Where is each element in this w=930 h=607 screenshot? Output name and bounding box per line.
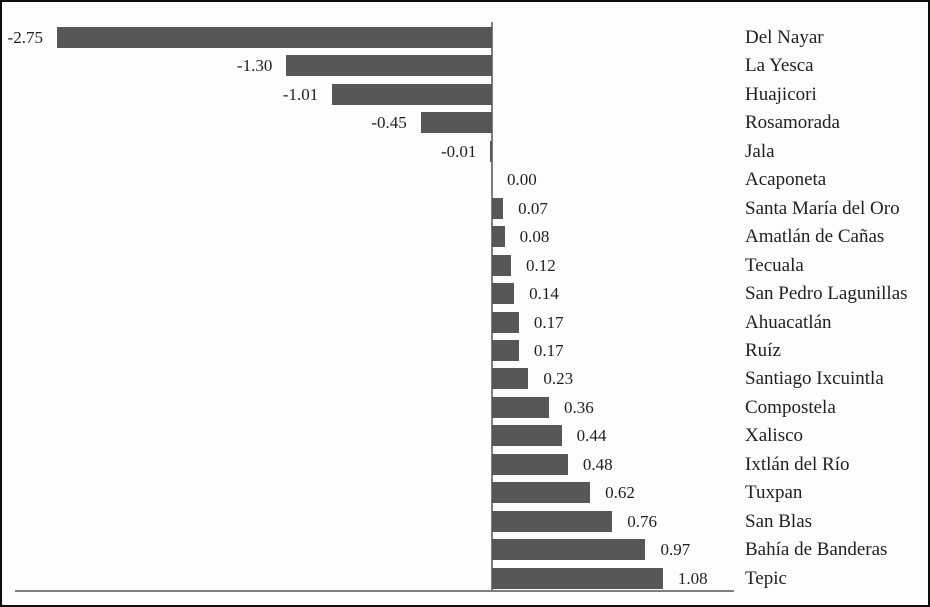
bar-1: [286, 55, 492, 77]
category-label: Tuxpan: [745, 482, 803, 504]
bar-16: [492, 482, 591, 504]
value-label: 0.62: [605, 483, 635, 503]
category-label: San Pedro Lagunillas: [745, 283, 908, 305]
value-label: 0.23: [543, 369, 574, 389]
category-label: Rosamorada: [745, 112, 840, 134]
bar-8: [492, 254, 511, 276]
bar-9: [492, 283, 515, 305]
bar-10: [492, 311, 519, 333]
category-label: Ahuacatlán: [745, 311, 832, 333]
bar-17: [492, 510, 613, 532]
zero-axis-line: [491, 22, 493, 590]
value-label: -1.30: [236, 56, 273, 76]
bar-2: [332, 83, 492, 105]
value-label: 0.17: [533, 340, 564, 360]
value-label: 0.00: [507, 170, 537, 190]
bar-6: [492, 197, 504, 219]
bar-3: [420, 112, 492, 134]
value-label: 0.12: [525, 255, 556, 275]
value-label: -2.75: [7, 28, 43, 47]
bar-7: [492, 226, 505, 248]
value-label: -0.01: [441, 141, 477, 161]
bar-11: [492, 339, 519, 361]
value-label: 0.76: [627, 511, 657, 531]
value-label: 0.08: [519, 227, 550, 247]
category-label: Amatlán de Cañas: [745, 226, 885, 248]
x-axis-line: [15, 590, 734, 592]
bar-19: [492, 567, 663, 589]
value-label: 0.44: [576, 426, 607, 446]
value-label: 0.97: [660, 540, 691, 560]
category-label: Xalisco: [745, 425, 804, 447]
value-label: 0.48: [582, 454, 613, 474]
category-label: Acaponeta: [745, 169, 827, 191]
bar-13: [492, 396, 549, 418]
bar-14: [492, 425, 562, 447]
value-label: -0.45: [371, 113, 407, 133]
category-label: Santa María del Oro: [745, 197, 900, 219]
value-label: 0.17: [533, 312, 564, 332]
bar-4: [490, 140, 492, 162]
bar-15: [492, 453, 568, 475]
bar-18: [492, 539, 646, 561]
category-label: Compostela: [745, 396, 836, 418]
bar-0: [56, 27, 492, 48]
category-label: San Blas: [745, 510, 813, 532]
category-label: Del Nayar: [745, 27, 824, 48]
value-label: 1.08: [677, 568, 708, 588]
category-label: Ixtlán del Río: [745, 453, 850, 475]
bar-12: [492, 368, 529, 390]
value-label: 0.07: [518, 198, 548, 218]
category-label: Bahía de Banderas: [745, 539, 888, 561]
category-label: Tecuala: [745, 254, 804, 276]
value-label: 0.36: [563, 397, 594, 417]
category-label: Santiago Ixcuintla: [745, 368, 884, 390]
value-label: -1.01: [282, 84, 319, 104]
category-label: Jala: [745, 140, 775, 162]
value-label: 0.14: [529, 284, 559, 304]
category-label: Ruíz: [745, 339, 781, 361]
category-label: La Yesca: [745, 55, 814, 77]
category-label: Huajicori: [745, 83, 817, 105]
category-label: Tepic: [745, 567, 787, 589]
